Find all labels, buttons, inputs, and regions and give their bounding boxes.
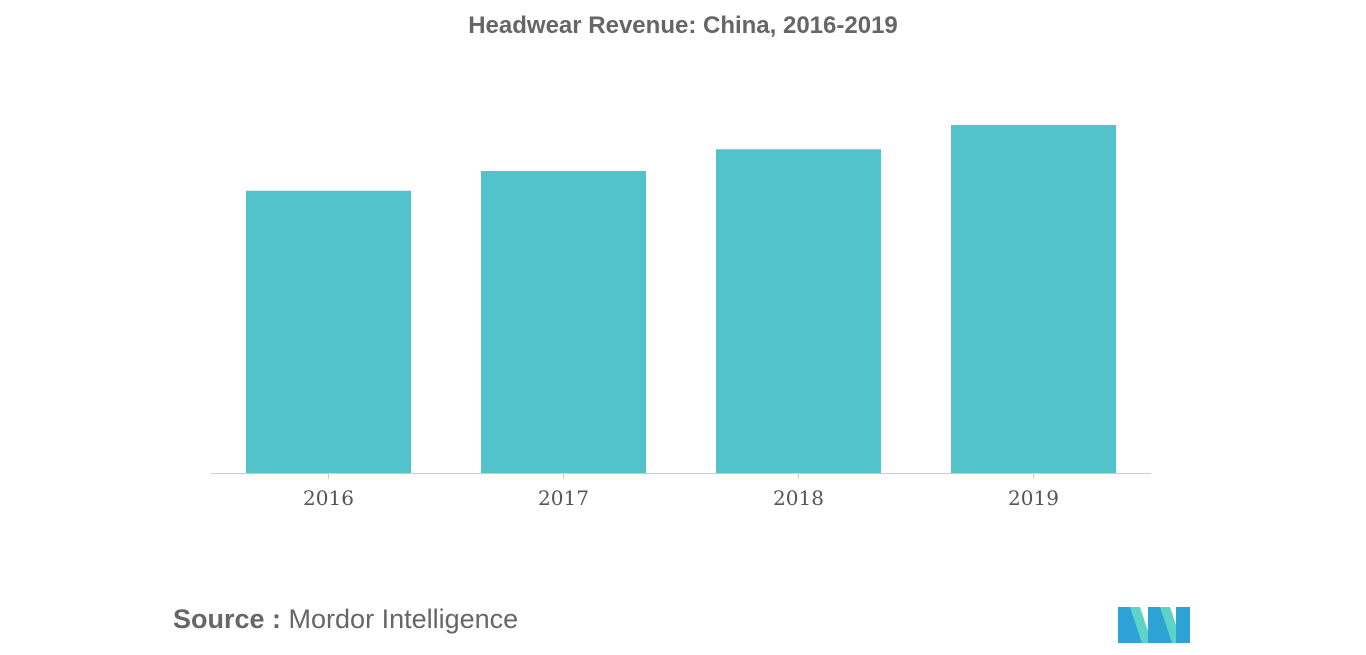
bar-2018 xyxy=(716,149,881,473)
source-name: Mordor Intelligence xyxy=(288,604,519,634)
bar-2016 xyxy=(246,190,411,474)
x-tick-label-2016: 2016 xyxy=(303,486,354,510)
x-tick-label-2017: 2017 xyxy=(538,486,589,510)
bar-2017 xyxy=(481,171,646,473)
source-label: Source : xyxy=(173,604,282,634)
bars-group xyxy=(246,125,1116,474)
mordor-intelligence-logo-icon xyxy=(1118,607,1190,643)
chart-title: Headwear Revenue: China, 2016-2019 xyxy=(468,12,898,39)
x-tick-label-2018: 2018 xyxy=(773,486,824,510)
x-tick-label-2019: 2019 xyxy=(1008,486,1059,510)
bar-2019 xyxy=(951,125,1116,473)
source-note: Source : Mordor Intelligence xyxy=(173,604,518,635)
bar-chart: 2016 2017 2018 2019 xyxy=(211,125,1151,510)
x-ticks-group: 2016 2017 2018 2019 xyxy=(303,473,1059,510)
